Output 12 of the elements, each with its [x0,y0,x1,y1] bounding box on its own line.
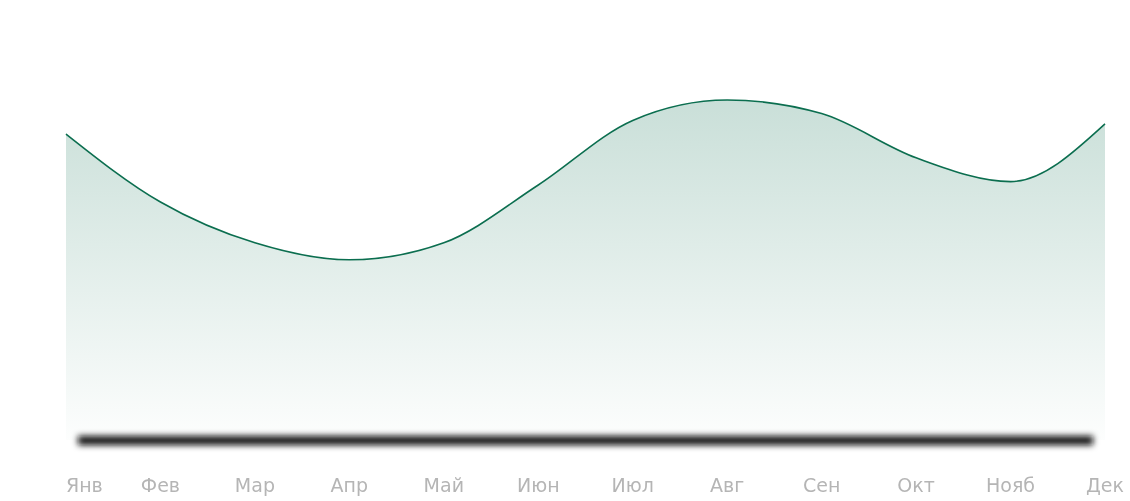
x-tick-label: Нояб [986,474,1036,496]
x-tick-label: Июн [516,474,560,496]
x-tick-label: Апр [330,474,369,496]
x-tick-label: Мар [234,474,275,496]
x-tick-label: Дек [1085,474,1125,496]
x-tick-label: Сен [802,474,841,496]
x-tick-label: Янв [66,474,103,496]
x-tick-label: Июл [611,474,654,496]
x-tick-label: Авг [710,474,745,496]
x-tick-label: Май [423,474,465,496]
x-tick-label: Фев [140,474,181,496]
x-tick-label: Окт [897,474,935,496]
